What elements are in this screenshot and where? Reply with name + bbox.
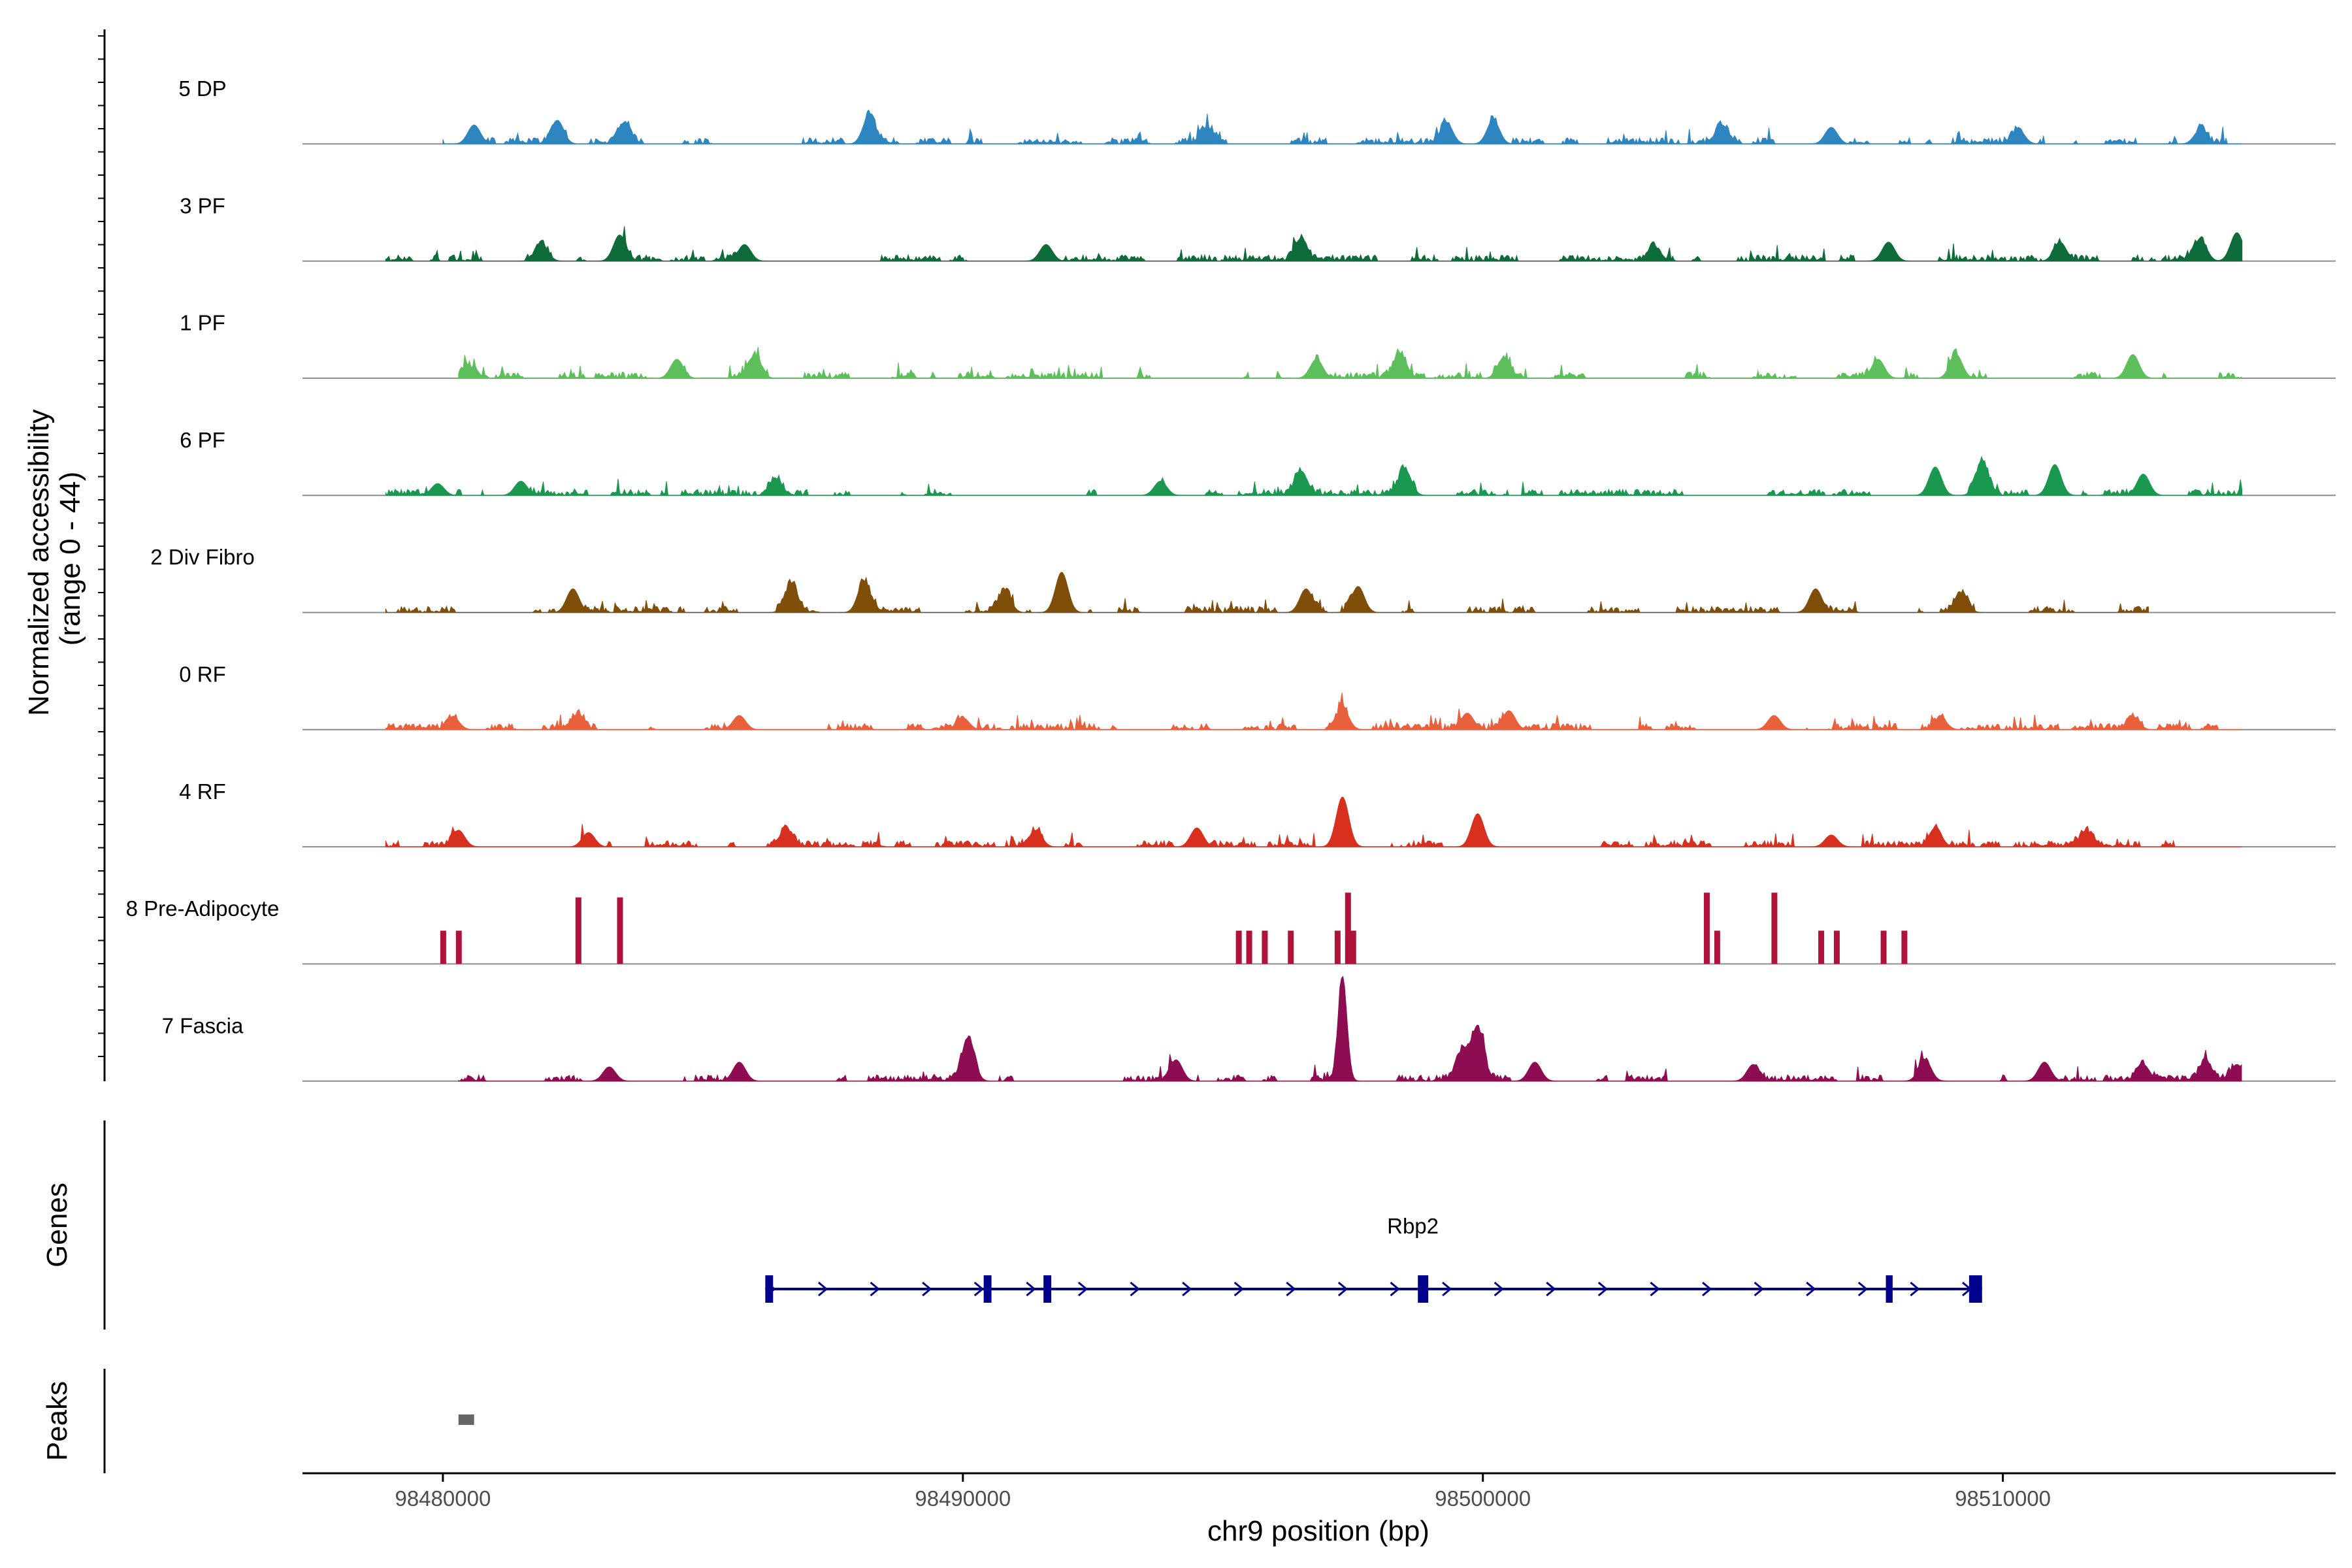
coverage-bar bbox=[1262, 930, 1268, 964]
coverage-bar bbox=[1703, 892, 1710, 964]
strand-arrow-icon bbox=[1702, 1281, 1712, 1297]
track-7-fascia: 7 Fascia bbox=[162, 975, 2336, 1083]
track-3-pf: 3 PF bbox=[180, 193, 2336, 263]
coverage-bar bbox=[1235, 930, 1242, 964]
strand-arrow-icon bbox=[817, 1281, 828, 1297]
gene-exon bbox=[983, 1275, 992, 1303]
strand-arrow-icon bbox=[1286, 1281, 1296, 1297]
track-label: 1 PF bbox=[180, 311, 225, 335]
track-label: 8 Pre-Adipocyte bbox=[126, 896, 280, 921]
x-axis-title: chr9 position (bp) bbox=[1207, 1515, 1429, 1547]
x-tick-label: 98480000 bbox=[395, 1486, 491, 1511]
coverage-area bbox=[385, 455, 2243, 497]
strand-arrow-icon bbox=[870, 1281, 880, 1297]
strand-arrow-icon bbox=[1650, 1281, 1660, 1297]
x-axis-ticks: 98480000 98490000 98500000 98510000 bbox=[395, 1473, 2051, 1511]
gene-track: Rbp2 bbox=[765, 1214, 1982, 1303]
strand-arrow-icon bbox=[1233, 1281, 1245, 1297]
peak-region bbox=[458, 1414, 474, 1425]
genes-track-title: Genes bbox=[41, 1183, 73, 1267]
coverage-area bbox=[385, 226, 2243, 263]
track-2-div-fibro: 2 Div Fibro bbox=[150, 545, 2336, 613]
gene-exon bbox=[1418, 1275, 1429, 1303]
y-axis-title: Normalized accessibility (range 0 - 44) bbox=[23, 401, 86, 716]
coverage-bar bbox=[1880, 930, 1887, 964]
track-0-rf: 0 RF bbox=[179, 662, 2336, 731]
strand-arrow-icon bbox=[1337, 1281, 1348, 1297]
strand-arrow-icon bbox=[1026, 1281, 1036, 1297]
strand-arrow-icon bbox=[1754, 1281, 1764, 1297]
coverage-tracks: 5 DP 3 PF 1 PF 6 PF 2 Div Fibro 0 RF 4 RF 8 Pre… bbox=[126, 76, 2336, 1083]
track-label: 2 Div Fibro bbox=[150, 545, 255, 569]
strand-arrow-icon bbox=[1494, 1281, 1504, 1297]
coverage-bar bbox=[1833, 930, 1840, 964]
gene-exon bbox=[765, 1275, 774, 1303]
strand-arrow-icon bbox=[1597, 1281, 1609, 1297]
coverage-bar bbox=[1771, 892, 1778, 964]
strand-arrow-icon bbox=[1130, 1281, 1140, 1297]
track-label: 7 Fascia bbox=[162, 1013, 244, 1037]
strand-arrow-icon bbox=[1442, 1281, 1452, 1297]
coverage-bar bbox=[617, 897, 623, 964]
track-4-rf: 4 RF bbox=[179, 779, 2336, 848]
coverage-bar bbox=[1714, 930, 1720, 964]
coverage-bar bbox=[1818, 930, 1825, 964]
coverage-bar bbox=[1345, 892, 1351, 964]
coverage-area bbox=[458, 347, 2242, 380]
strand-arrow-icon bbox=[1910, 1281, 1920, 1297]
peak-track bbox=[458, 1414, 474, 1425]
y-axis-title-line1: Normalized accessibility bbox=[23, 409, 55, 715]
coverage-area bbox=[385, 693, 2242, 731]
track-label: 5 DP bbox=[178, 76, 226, 101]
track-label: 0 RF bbox=[179, 662, 226, 687]
track-label: 6 PF bbox=[180, 428, 225, 452]
coverage-bar bbox=[440, 930, 446, 964]
x-tick-label: 98500000 bbox=[1435, 1486, 1531, 1511]
strand-arrow-icon bbox=[1077, 1281, 1088, 1297]
coverage-bar bbox=[1246, 930, 1252, 964]
coverage-area bbox=[385, 796, 2242, 848]
gene-name-label: Rbp2 bbox=[1387, 1214, 1439, 1238]
strand-arrow-icon bbox=[1182, 1281, 1192, 1297]
strand-arrow-icon bbox=[1546, 1281, 1556, 1297]
coverage-bar bbox=[575, 897, 581, 964]
gene-exon bbox=[1968, 1275, 1982, 1303]
strand-arrow-icon bbox=[1806, 1281, 1816, 1297]
coverage-area bbox=[458, 975, 2242, 1083]
x-tick-label: 98510000 bbox=[1955, 1486, 2051, 1511]
strand-arrow-icon bbox=[922, 1281, 932, 1297]
x-tick-label: 98490000 bbox=[915, 1486, 1011, 1511]
peaks-track-title: Peaks bbox=[41, 1381, 73, 1461]
track-6-pf: 6 PF bbox=[180, 428, 2336, 497]
coverage-area bbox=[385, 572, 2149, 613]
coverage-bar bbox=[1901, 930, 1908, 964]
y-axis-title-line2: (range 0 - 44) bbox=[54, 472, 86, 646]
coverage-bar bbox=[1334, 930, 1341, 964]
strand-arrow-icon bbox=[973, 1281, 985, 1297]
track-1-pf: 1 PF bbox=[180, 311, 2336, 380]
track-label: 4 RF bbox=[179, 779, 226, 804]
track-8-pre-adipocyte: 8 Pre-Adipocyte bbox=[126, 892, 2336, 965]
track-label: 3 PF bbox=[180, 193, 225, 218]
gene-exon bbox=[1043, 1275, 1052, 1303]
coverage-bar bbox=[1288, 930, 1294, 964]
y-axis-ticks bbox=[98, 35, 105, 1057]
track-5-dp: 5 DP bbox=[178, 76, 2336, 145]
coverage-area bbox=[442, 109, 2242, 145]
coverage-bar bbox=[455, 930, 462, 964]
gene-exon bbox=[1886, 1275, 1893, 1303]
strand-arrow-icon bbox=[1390, 1281, 1400, 1297]
coverage-bar bbox=[1350, 930, 1356, 964]
strand-arrow-icon bbox=[1857, 1281, 1869, 1297]
